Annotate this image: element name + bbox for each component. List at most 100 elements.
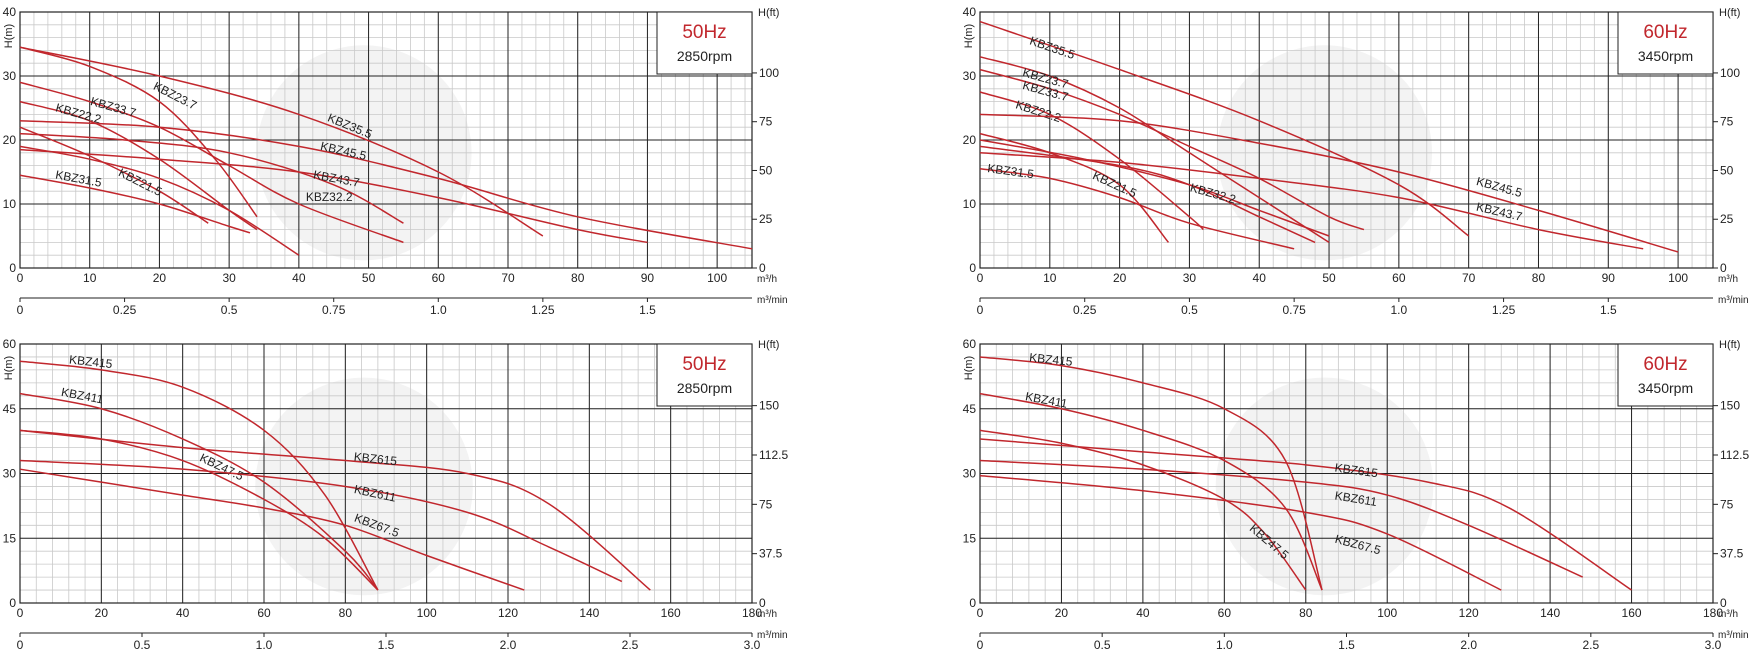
- x2-tick-label: 0.25: [1073, 303, 1097, 317]
- x2-tick-label: 0.75: [1282, 303, 1306, 317]
- series-label: KBZ615: [1334, 460, 1379, 480]
- y2-tick-label: 112.5: [1720, 448, 1749, 462]
- pump-curve: [979, 68, 1365, 231]
- pump-curve: [19, 120, 753, 250]
- y-axis-title: H(m): [3, 24, 15, 48]
- x2-unit-label: m³/min: [1718, 295, 1749, 306]
- x-tick-label: 50: [1322, 271, 1336, 285]
- x-tick-label: 40: [1253, 271, 1267, 285]
- x-tick-label: 30: [222, 271, 236, 285]
- rpm-label: 3450rpm: [1638, 380, 1693, 396]
- series-KBZ31.5: KBZ31.5: [979, 161, 1295, 250]
- x2-tick-label: 1.25: [1492, 303, 1516, 317]
- frequency-label: 50Hz: [682, 22, 726, 43]
- y2-axis-title: H(ft): [1719, 7, 1740, 19]
- y2-tick-label: 37.5: [1720, 547, 1744, 561]
- rpm-label: 3450rpm: [1638, 48, 1693, 64]
- x-tick-label: 90: [1602, 271, 1616, 285]
- y2-axis-title: H(ft): [758, 339, 779, 351]
- x2-tick-label: 0: [17, 303, 24, 317]
- x-tick-label: 180: [1703, 606, 1723, 620]
- pump-curve: [979, 132, 1170, 243]
- x-tick-label: 80: [571, 271, 585, 285]
- y2-tick-label: 50: [759, 163, 773, 177]
- pump-curve: [979, 392, 1323, 591]
- x2-tick-label: 1.0: [430, 303, 447, 317]
- x-tick-label: 20: [1113, 271, 1127, 285]
- series-label: KBZ32.2: [306, 190, 353, 204]
- x-tick-label: 160: [661, 606, 681, 620]
- x2-tick-label: 0: [977, 303, 984, 317]
- frequency-label: 50Hz: [682, 354, 726, 375]
- pump-curve: [19, 46, 544, 237]
- x-unit-label: m³/h: [757, 274, 777, 285]
- x-tick-label: 10: [1043, 271, 1057, 285]
- pump-curve: [19, 459, 623, 583]
- x2-tick-label: 0.5: [1094, 638, 1111, 650]
- pump-curve: [19, 174, 251, 234]
- pump-curve: [19, 468, 525, 591]
- y2-tick-label: 0: [759, 596, 766, 610]
- pump-curve: [979, 56, 1330, 244]
- x-tick-label: 120: [498, 606, 518, 620]
- series-label: KBZ611: [1334, 489, 1378, 510]
- frequency-label: 60Hz: [1643, 354, 1687, 375]
- y2-tick-label: 75: [1720, 497, 1734, 511]
- rpm-label: 2850rpm: [677, 380, 732, 396]
- x-tick-label: 40: [1136, 606, 1150, 620]
- pump-curve: [979, 459, 1584, 578]
- series-KBZ32.2: KBZ32.2: [19, 145, 353, 256]
- frequency-box: [656, 343, 753, 407]
- x2-tick-label: 2.5: [622, 638, 639, 650]
- pump-curve: [979, 356, 1323, 591]
- series-KBZ611: KBZ611: [979, 459, 1584, 578]
- x-tick-label: 80: [1299, 606, 1313, 620]
- x-tick-label: 0: [17, 606, 24, 620]
- x-tick-label: 160: [1622, 606, 1642, 620]
- x2-tick-label: 0.5: [221, 303, 238, 317]
- pump-curve: [979, 152, 1644, 250]
- x-tick-label: 60: [257, 606, 271, 620]
- x-unit-label: m³/h: [757, 609, 777, 620]
- series-label: KBZ21.5: [116, 165, 164, 199]
- x2-unit-label: m³/min: [1718, 630, 1749, 641]
- series-label: KBZ31.5: [987, 161, 1035, 181]
- y2-tick-label: 25: [759, 212, 773, 226]
- y2-axis-title: H(ft): [758, 7, 779, 19]
- frequency-label: 60Hz: [1643, 22, 1687, 43]
- pump-curve: [979, 145, 1316, 244]
- x2-tick-label: 2.5: [1582, 638, 1599, 650]
- x-tick-label: 80: [339, 606, 353, 620]
- x2-tick-label: 1.5: [378, 638, 395, 650]
- pump-curve: [19, 429, 651, 591]
- pump-curve: [19, 46, 258, 218]
- y-tick-label: 40: [3, 5, 17, 19]
- x2-tick-label: 1.0: [1391, 303, 1408, 317]
- y2-tick-label: 150: [1720, 399, 1740, 413]
- y2-tick-label: 0: [1720, 261, 1727, 275]
- y-tick-label: 20: [963, 133, 977, 147]
- pump-curve: [19, 429, 379, 591]
- x-unit-label: m³/h: [1718, 609, 1738, 620]
- y2-tick-label: 112.5: [759, 448, 788, 462]
- y2-tick-label: 25: [1720, 212, 1734, 226]
- x-tick-label: 60: [432, 271, 446, 285]
- x2-tick-label: 0: [977, 638, 984, 650]
- x-tick-label: 10: [83, 271, 97, 285]
- x-tick-label: 120: [1459, 606, 1479, 620]
- pump-curve: [979, 91, 1204, 231]
- plot-frame: [19, 343, 753, 604]
- y-tick-label: 20: [3, 133, 17, 147]
- x-tick-label: 100: [1668, 271, 1688, 285]
- pump-curve: [979, 438, 1632, 591]
- y-tick-label: 30: [963, 467, 977, 481]
- y2-tick-label: 37.5: [759, 547, 783, 561]
- pump-curve: [19, 81, 404, 244]
- x2-unit-label: m³/min: [757, 630, 788, 641]
- x-tick-label: 40: [292, 271, 306, 285]
- x-tick-label: 50: [362, 271, 376, 285]
- pump-curve: [979, 113, 1679, 253]
- y-tick-label: 10: [963, 197, 977, 211]
- y2-tick-label: 75: [759, 497, 773, 511]
